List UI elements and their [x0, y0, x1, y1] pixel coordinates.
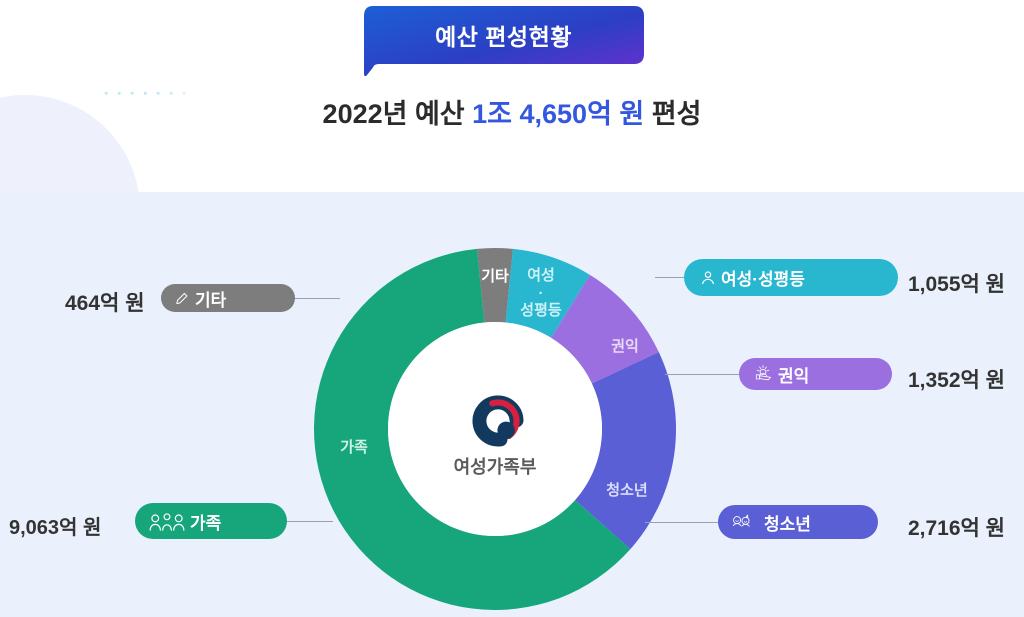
svg-text:기타: 기타 [481, 268, 509, 285]
svg-text:·: · [539, 285, 544, 302]
svg-text:청소년: 청소년 [606, 482, 647, 499]
svg-text:여성: 여성 [527, 266, 555, 284]
svg-text:성평등: 성평등 [520, 301, 562, 319]
svg-text:가족: 가족 [340, 439, 368, 456]
svg-text:권익: 권익 [611, 337, 639, 355]
